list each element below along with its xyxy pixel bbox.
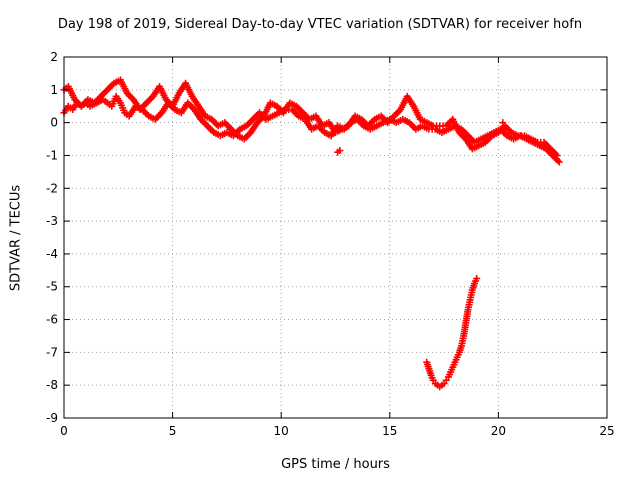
y-tick-label: -4 xyxy=(46,247,58,261)
data-point xyxy=(499,119,507,127)
chart-title: Day 198 of 2019, Sidereal Day-to-day VTE… xyxy=(57,17,583,32)
y-tick-label: -6 xyxy=(46,313,58,327)
data-point-trace xyxy=(392,110,400,118)
y-axis-label: SDTVAR / TECUs xyxy=(8,184,24,292)
data-point-trace xyxy=(153,114,161,122)
y-tick-label: -8 xyxy=(46,378,58,392)
x-axis-label: GPS time / hours xyxy=(281,457,390,472)
data-point xyxy=(143,99,151,107)
data-points xyxy=(60,76,563,391)
data-point-trace xyxy=(205,124,213,132)
y-tick-label: 1 xyxy=(50,83,58,97)
data-point-trace xyxy=(367,119,375,127)
data-point xyxy=(203,122,211,130)
x-tick-label: 5 xyxy=(169,424,177,438)
data-point-trace xyxy=(242,133,250,141)
y-tick-label: 0 xyxy=(50,116,58,130)
x-tick-label: 10 xyxy=(274,424,289,438)
x-tick-label: 0 xyxy=(60,424,68,438)
data-point xyxy=(553,151,561,159)
y-tick-label: -9 xyxy=(46,411,58,425)
data-point-trace xyxy=(202,120,210,128)
y-tick-label: -2 xyxy=(46,181,58,195)
x-tick-label: 20 xyxy=(491,424,506,438)
data-point-trace xyxy=(187,102,195,110)
data-point-trace xyxy=(200,119,208,127)
data-point xyxy=(103,86,111,94)
y-tick-label: 2 xyxy=(50,50,58,64)
data-point xyxy=(473,275,481,283)
data-point xyxy=(336,147,344,155)
data-point-trace xyxy=(99,91,107,99)
data-point-trace xyxy=(247,117,255,125)
y-tick-label: -1 xyxy=(46,148,58,162)
data-point-trace xyxy=(246,119,254,127)
y-tick-label: -3 xyxy=(46,214,58,228)
data-point-trace xyxy=(222,120,230,128)
data-point-trace xyxy=(146,96,154,104)
y-tick-label: -5 xyxy=(46,280,58,294)
data-point-trace xyxy=(144,97,152,105)
data-point-trace xyxy=(207,125,215,133)
data-point-trace xyxy=(446,119,454,127)
data-point-trace xyxy=(126,92,134,100)
data-point-trace xyxy=(141,109,149,117)
data-point xyxy=(555,158,563,166)
x-tick-label: 15 xyxy=(382,424,397,438)
data-point-trace xyxy=(102,87,110,95)
data-point-trace xyxy=(393,109,401,117)
y-tick-label: -7 xyxy=(46,345,58,359)
data-point-trace xyxy=(100,89,108,97)
data-point-trace xyxy=(107,83,115,91)
x-tick-label: 25 xyxy=(599,424,614,438)
plot-frame xyxy=(63,56,608,419)
data-point-trace xyxy=(105,84,113,92)
